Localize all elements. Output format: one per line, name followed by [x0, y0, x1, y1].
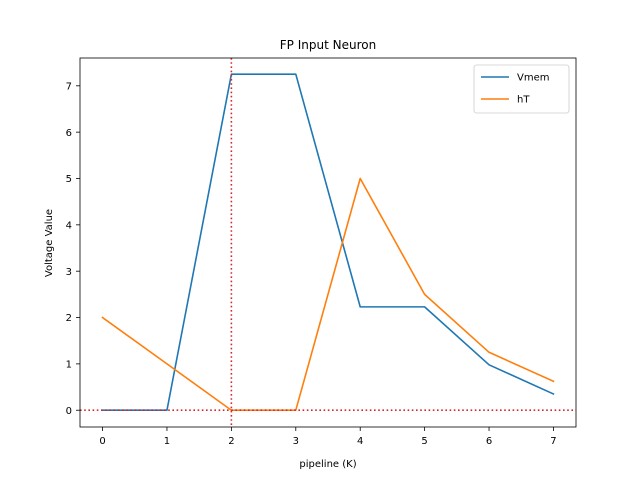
legend: Vmem hT: [473, 64, 570, 114]
y-tick-label: 4: [66, 220, 72, 231]
x-tick-label: 1: [164, 436, 170, 447]
x-tick-label: 6: [486, 436, 492, 447]
axes-frame: [79, 57, 577, 428]
x-tick-label: 5: [421, 436, 427, 447]
y-tick-label: 2: [66, 313, 72, 324]
plot-area: [80, 58, 576, 427]
y-tick-label: 0: [66, 406, 72, 417]
legend-label-ht: hT: [517, 95, 530, 106]
y-tick-label: 5: [66, 174, 72, 185]
y-tick-label: 3: [66, 267, 72, 278]
y-axis-label: Voltage Value: [44, 209, 55, 277]
x-tick-label: 3: [293, 436, 299, 447]
x-axis: 0 1 2 3 4 5 6 7: [99, 427, 557, 447]
y-tick-label: 7: [66, 81, 72, 92]
y-tick-label: 6: [66, 128, 72, 139]
series-line-vmem: [101, 73, 555, 412]
y-tick-label: 1: [66, 359, 72, 370]
y-axis: 0 1 2 3 4 5 6 7: [66, 81, 80, 417]
chart-title: FP Input Neuron: [280, 38, 376, 52]
x-tick-label: 0: [99, 436, 105, 447]
x-tick-label: 4: [357, 436, 363, 447]
legend-label-vmem: Vmem: [517, 73, 549, 84]
x-tick-label: 2: [228, 436, 234, 447]
x-tick-label: 7: [550, 436, 556, 447]
series-layer: [80, 58, 576, 427]
series-line-ht: [101, 177, 555, 412]
x-axis-label: pipeline (K): [299, 459, 356, 470]
